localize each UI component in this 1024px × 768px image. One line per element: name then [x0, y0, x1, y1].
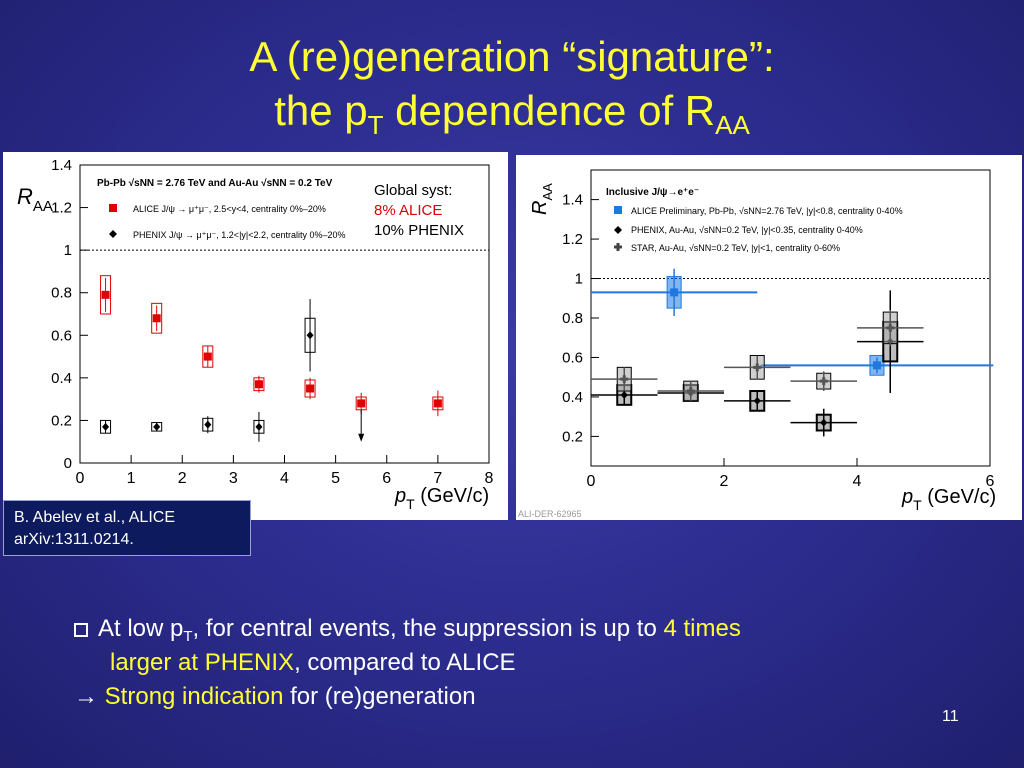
alice-blue-point: [872, 361, 881, 370]
alice-point: [254, 380, 263, 389]
alice-point-syst-box: [100, 275, 112, 315]
chart-right-xlabel: pT (GeV/c): [901, 486, 996, 513]
global-syst-alice: 8% ALICE: [374, 202, 443, 219]
legend-alice-blue-marker: [614, 206, 622, 214]
right-ytick-label: 1.4: [562, 192, 583, 209]
phenix-point: [153, 422, 161, 431]
slide-number: 11: [942, 708, 959, 725]
right-ytick-label: 0.6: [562, 349, 583, 366]
global-syst-title: Global syst:: [374, 182, 453, 199]
phenix-point: [306, 331, 314, 340]
title-line-2: the pT dependence of RAA: [0, 84, 1024, 138]
star-point: [620, 375, 629, 384]
reference-line-2: arXiv:1311.0214.: [14, 531, 134, 548]
chart-watermark: ALI-DER-62965: [518, 509, 582, 519]
phenix-point: [102, 422, 110, 431]
reference-line-1: B. Abelev et al., ALICE: [14, 509, 175, 526]
right-xtick-label: 4: [853, 473, 862, 490]
alice-point: [101, 290, 110, 299]
left-ytick-label: 0.2: [51, 412, 72, 429]
chart-right-legend-header: Inclusive J/ψ→e⁺e⁻: [606, 187, 699, 198]
left-ytick-label: 0.4: [51, 370, 72, 387]
global-syst-note: Global syst: 8% ALICE 10% PHENIX: [374, 181, 464, 241]
alice-point: [433, 399, 442, 408]
legend-phenix-diamond-marker: [614, 226, 622, 234]
reference-box: B. Abelev et al., ALICE arXiv:1311.0214.: [3, 500, 251, 556]
right-ytick-label: 0.2: [562, 428, 583, 445]
chart-left-xlabel: pT (GeV/c): [394, 485, 489, 512]
right-ytick-label: 1: [575, 271, 583, 288]
right-xtick-label: 2: [720, 473, 729, 490]
arrow-right-icon: →: [74, 683, 98, 710]
legend-alice-marker: [109, 204, 117, 212]
checkbox-bullet-icon: [74, 623, 88, 637]
chart-right-ylabel: RAA: [529, 183, 555, 215]
alice-point: [357, 399, 366, 408]
legend-star-cross-marker: [614, 243, 622, 251]
left-xtick-label: 8: [485, 470, 494, 487]
phenix-upper-limit-arrow: [358, 433, 365, 442]
left-xtick-label: 3: [229, 470, 238, 487]
chart-left-legend-header: Pb-Pb √sNN = 2.76 TeV and Au-Au √sNN = 0…: [97, 178, 333, 189]
title-sub-t: T: [367, 110, 384, 140]
alice-phenix-forward-plot: RAA pT (GeV/c) Pb-Pb √sNN = 2.76 TeV and…: [17, 157, 494, 512]
bullet-list: At low pT, for central events, the suppr…: [74, 612, 741, 714]
legend-star-label: STAR, Au-Au, √sNN=0.2 TeV, |y|<1, centra…: [631, 243, 840, 253]
phenix-point: [204, 420, 212, 429]
alice-phenix-forward-chart: RAA pT (GeV/c) Pb-Pb √sNN = 2.76 TeV and…: [3, 152, 508, 520]
legend-alice-label: ALICE J/ψ → μ⁺μ⁻, 2.5<y<4, centrality 0%…: [133, 204, 326, 214]
left-ytick-label: 0: [64, 455, 72, 472]
left-ytick-label: 1.4: [51, 157, 72, 174]
title-line-1: A (re)generation “signature”:: [249, 33, 775, 80]
alice-phenix-star-midrapidity-chart: RAA pT (GeV/c) Inclusive J/ψ→e⁺e⁻ ALICE …: [516, 155, 1022, 520]
phenix-point: [620, 390, 628, 399]
right-xtick-label: 0: [587, 473, 596, 490]
phenix-point: [255, 422, 263, 431]
bullet-1-line-2: larger at PHENIX, compared to ALICE: [110, 649, 516, 676]
legend-phenix-label: PHENIX, Au-Au, √sNN=0.2 TeV, |y|<0.35, c…: [631, 225, 863, 235]
left-ytick-label: 1.2: [51, 200, 72, 217]
alice-point-syst-box: [151, 302, 163, 334]
legend-phenix-label: PHENIX J/ψ → μ⁺μ⁻, 1.2<|y|<2.2, centrali…: [133, 230, 346, 240]
alice-point: [203, 352, 212, 361]
left-xtick-label: 1: [127, 470, 136, 487]
legend-alice-blue-label: ALICE Preliminary, Pb-Pb, √sNN=2.76 TeV,…: [631, 206, 903, 216]
bullet-2-highlight: Strong indication: [104, 683, 284, 710]
chart-left-ylabel: RAA: [17, 184, 53, 215]
alice-blue-point: [670, 288, 679, 297]
right-ytick-label: 1.2: [562, 231, 583, 248]
left-xtick-label: 2: [178, 470, 187, 487]
left-xtick-label: 5: [331, 470, 340, 487]
left-ytick-label: 0.8: [51, 285, 72, 302]
slide-title: A (re)generation “signature”: the pT dep…: [0, 30, 1024, 138]
star-point: [686, 387, 695, 396]
right-ytick-label: 0.4: [562, 389, 583, 406]
bullet-1-highlight: 4 times: [663, 615, 741, 642]
title-sub-aa: AA: [715, 110, 750, 140]
global-syst-phenix: 10% PHENIX: [374, 222, 465, 239]
right-ytick-label: 0.8: [562, 310, 583, 327]
alice-point: [152, 314, 161, 323]
left-xtick-label: 0: [76, 470, 85, 487]
alice-point: [306, 384, 315, 393]
left-xtick-label: 6: [382, 470, 391, 487]
bullet-1-highlight-2: larger at PHENIX: [110, 649, 295, 676]
legend-phenix-marker: [109, 230, 117, 238]
right-xtick-label: 6: [986, 473, 995, 490]
left-ytick-label: 1: [64, 242, 72, 259]
bullet-1: At low pT, for central events, the suppr…: [74, 612, 741, 646]
title-text-a: the p: [274, 87, 368, 134]
star-point: [886, 323, 895, 332]
phenix-point: [753, 396, 761, 405]
star-point: [753, 363, 762, 372]
title-text-b: dependence of R: [383, 87, 716, 134]
phenix-point: [820, 418, 828, 427]
alice-phenix-star-midrapidity-plot: RAA pT (GeV/c) Inclusive J/ψ→e⁺e⁻ ALICE …: [518, 169, 996, 519]
star-point: [819, 377, 828, 386]
left-xtick-label: 4: [280, 470, 289, 487]
left-xtick-label: 7: [433, 470, 442, 487]
left-ytick-label: 0.6: [51, 327, 72, 344]
bullet-2: → Strong indication for (re)generation: [74, 683, 476, 710]
